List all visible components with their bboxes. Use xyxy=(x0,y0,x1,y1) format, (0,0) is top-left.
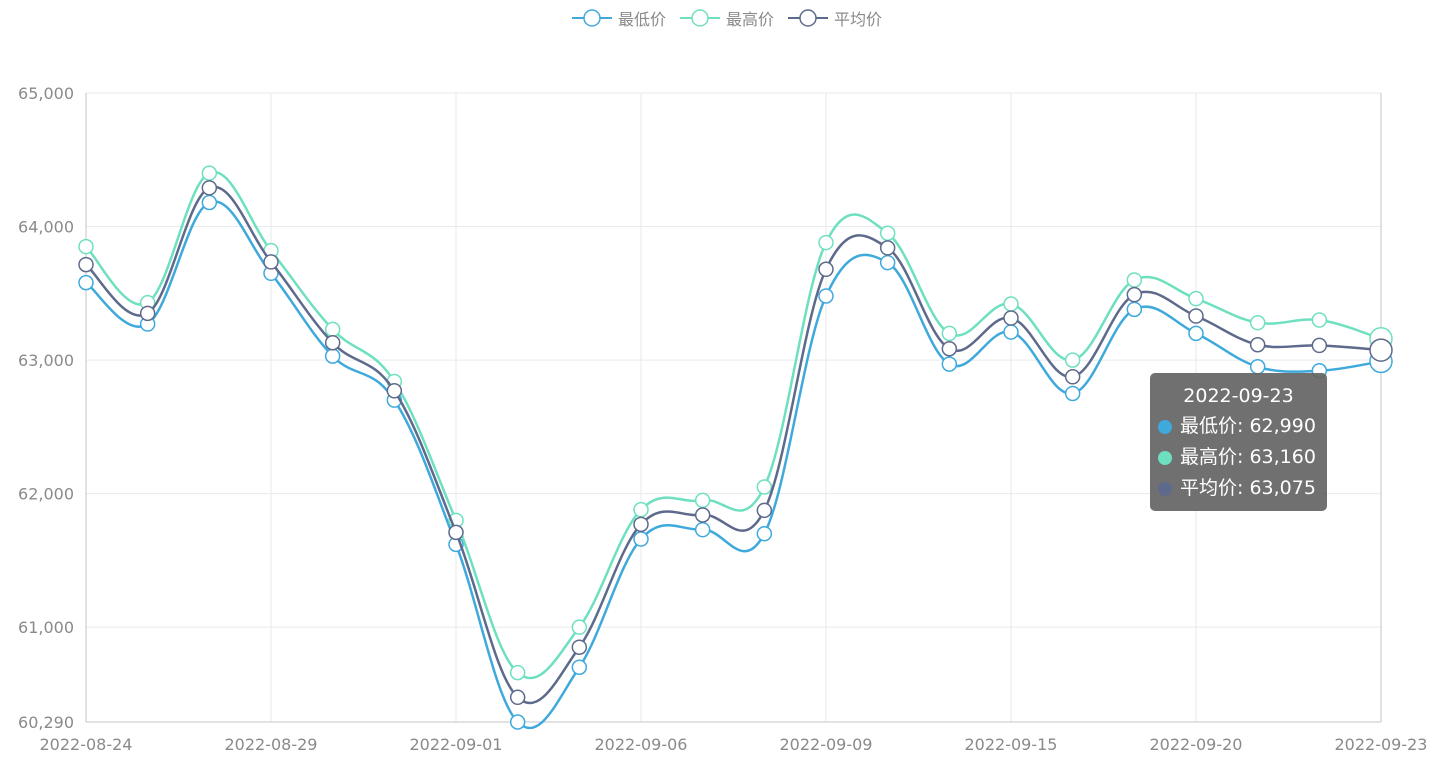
tooltip-value-low: 62,990 xyxy=(1249,415,1316,437)
legend-label-high: 最高价 xyxy=(725,10,774,29)
x-tick-label: 2022-09-06 xyxy=(595,735,688,754)
data-point-high[interactable] xyxy=(1064,352,1081,368)
x-tick-label: 2022-08-29 xyxy=(225,735,318,754)
y-tick-label: 65,000 xyxy=(18,84,74,103)
data-point-high[interactable] xyxy=(1188,290,1204,307)
data-point-avg[interactable] xyxy=(386,383,403,399)
data-point-high[interactable] xyxy=(694,492,711,509)
x-tick-label: 2022-08-24 xyxy=(40,735,133,754)
data-point-low[interactable] xyxy=(879,254,896,271)
tooltip-value-high: 63,160 xyxy=(1249,446,1316,468)
legend-item-low[interactable]: 最低价 xyxy=(571,6,666,30)
data-point-high[interactable] xyxy=(1311,312,1328,328)
legend-item-high[interactable]: 最高价 xyxy=(679,6,774,30)
tooltip-row-high: 最高价: 63,160 xyxy=(1158,442,1319,473)
data-point-avg[interactable] xyxy=(263,254,279,270)
data-point-avg[interactable] xyxy=(879,240,896,256)
legend-label-low: 最低价 xyxy=(617,10,666,29)
x-tick-label: 2022-09-20 xyxy=(1150,735,1243,754)
data-point-low[interactable] xyxy=(1188,325,1204,342)
data-point-avg[interactable] xyxy=(941,340,958,357)
data-point-high[interactable] xyxy=(201,165,218,181)
tooltip-dot-low-icon xyxy=(1158,419,1172,434)
data-point-avg[interactable] xyxy=(1188,308,1204,324)
x-tick-label: 2022-09-23 xyxy=(1335,735,1428,754)
data-point-low[interactable] xyxy=(201,194,218,211)
y-tick-label: 62,000 xyxy=(18,485,74,504)
data-point-low[interactable] xyxy=(756,525,773,542)
data-point-low[interactable] xyxy=(1064,385,1081,402)
data-point-low[interactable] xyxy=(324,348,341,364)
tooltip-label-high: 最高价 xyxy=(1180,446,1238,468)
data-point-avg[interactable] xyxy=(694,507,711,523)
data-point-avg[interactable] xyxy=(78,256,94,273)
data-point-avg[interactable] xyxy=(139,305,156,322)
data-point-low[interactable] xyxy=(509,714,526,730)
legend-label-avg: 平均价 xyxy=(834,10,883,29)
tooltip-label-avg: 平均价 xyxy=(1180,477,1238,499)
tooltip: 2022-09-23 最低价: 62,990 最高价: 63,160 平均价: … xyxy=(1150,373,1327,511)
y-tick-label: 60,290 xyxy=(18,713,74,732)
x-tick-label: 2022-09-09 xyxy=(780,735,873,754)
legend-item-avg[interactable]: 平均价 xyxy=(788,6,882,30)
data-point-avg[interactable] xyxy=(571,639,588,655)
data-point-high[interactable] xyxy=(633,501,649,518)
tooltip-row-avg: 平均价: 63,075 xyxy=(1158,473,1319,504)
data-point-high[interactable] xyxy=(818,234,834,251)
data-point-high[interactable] xyxy=(78,238,94,255)
tooltip-dot-high-icon xyxy=(1158,450,1172,465)
x-tick-label: 2022-09-01 xyxy=(410,735,503,754)
data-point-avg[interactable] xyxy=(1311,337,1328,354)
data-point-high[interactable] xyxy=(1249,314,1266,331)
data-point-avg[interactable] xyxy=(1003,310,1019,326)
legend: 最低价 最高价 平均价 xyxy=(0,6,1454,30)
data-point-low[interactable] xyxy=(818,288,834,304)
tooltip-title: 2022-09-23 xyxy=(1183,385,1294,407)
data-point-avg[interactable] xyxy=(509,689,526,706)
tooltip-value-avg: 63,075 xyxy=(1249,477,1316,499)
data-point-avg[interactable] xyxy=(756,502,773,519)
data-point-avg[interactable] xyxy=(633,516,649,533)
data-point-high[interactable] xyxy=(879,225,896,241)
legend-marker-avg-icon xyxy=(788,9,828,27)
tooltip-label-low: 最低价 xyxy=(1180,415,1238,437)
data-point-high[interactable] xyxy=(571,619,588,635)
data-point-high[interactable] xyxy=(324,321,341,338)
legend-marker-high-icon xyxy=(679,9,720,27)
data-point-avg[interactable] xyxy=(201,180,218,196)
data-point-avg[interactable] xyxy=(1064,369,1081,385)
data-point-high[interactable] xyxy=(756,479,773,495)
data-point-avg[interactable] xyxy=(1369,338,1393,362)
tooltip-dot-avg-icon xyxy=(1158,481,1172,496)
data-point-avg[interactable] xyxy=(448,524,464,541)
y-tick-label: 63,000 xyxy=(18,351,74,370)
data-point-high[interactable] xyxy=(1003,296,1019,312)
data-point-avg[interactable] xyxy=(324,334,341,351)
data-point-high[interactable] xyxy=(509,664,526,681)
data-point-low[interactable] xyxy=(1249,359,1266,375)
data-point-high[interactable] xyxy=(1126,272,1143,288)
data-point-low[interactable] xyxy=(78,274,94,291)
data-point-low[interactable] xyxy=(633,531,649,547)
data-point-high[interactable] xyxy=(941,325,958,342)
tooltip-row-low: 最低价: 62,990 xyxy=(1158,411,1319,442)
x-tick-label: 2022-09-15 xyxy=(965,735,1058,754)
data-point-avg[interactable] xyxy=(818,261,834,278)
data-point-low[interactable] xyxy=(941,356,958,372)
data-point-low[interactable] xyxy=(571,659,588,675)
legend-marker-low-icon xyxy=(571,9,612,27)
data-point-avg[interactable] xyxy=(1249,336,1266,353)
y-tick-label: 64,000 xyxy=(18,218,74,237)
data-point-low[interactable] xyxy=(694,521,711,538)
y-tick-label: 61,000 xyxy=(18,618,74,637)
data-point-low[interactable] xyxy=(1126,301,1143,318)
data-point-avg[interactable] xyxy=(1126,286,1143,303)
data-point-low[interactable] xyxy=(1003,324,1019,340)
